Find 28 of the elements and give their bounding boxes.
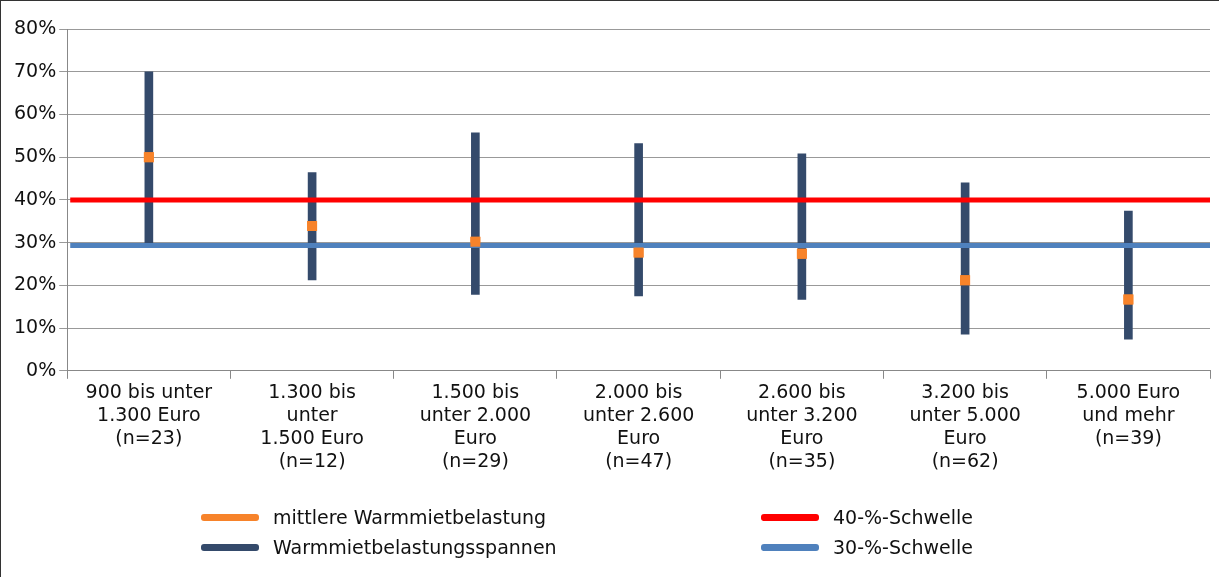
x-tick-label: 3.200 bis unter 5.000 Euro (n=62)	[909, 380, 1021, 471]
x-tick-label: 5.000 Euro und mehr (n=39)	[1076, 380, 1181, 448]
x-tick-label: 1.300 bis unter 1.500 Euro (n=12)	[260, 380, 364, 471]
y-tick-label: 60%	[14, 101, 57, 124]
point	[960, 275, 971, 286]
y-tick-label: 20%	[14, 272, 57, 295]
bar	[471, 132, 480, 295]
legend-label: 40-%-Schwelle	[833, 506, 973, 528]
y-tick-label: 70%	[14, 58, 57, 81]
point	[796, 248, 807, 259]
point	[633, 247, 644, 258]
y-tick-label: 0%	[26, 357, 57, 380]
y-tick-label: 80%	[14, 15, 57, 38]
legend-label: Warmmietbelastungsspannen	[273, 536, 557, 558]
y-tick-label: 10%	[14, 315, 57, 338]
x-tick-label: 1.500 bis unter 2.000 Euro (n=29)	[419, 380, 532, 471]
y-tick-label: 50%	[14, 144, 57, 167]
legend-label: mittlere Warmmietbelastung	[273, 506, 547, 528]
point	[470, 236, 481, 247]
point	[1123, 294, 1134, 305]
x-tick-label: 2.000 bis unter 2.600 Euro (n=47)	[582, 380, 695, 471]
point	[307, 221, 318, 231]
x-tick-label: 2.600 bis unter 3.200 Euro (n=35)	[746, 380, 858, 471]
point	[143, 152, 154, 163]
legend-label: 30-%-Schwelle	[833, 536, 973, 558]
y-tick-label: 30%	[14, 229, 57, 252]
x-tick-label: 900 bis unter 1.300 Euro (n=23)	[85, 380, 213, 448]
y-tick-label: 40%	[14, 186, 57, 209]
